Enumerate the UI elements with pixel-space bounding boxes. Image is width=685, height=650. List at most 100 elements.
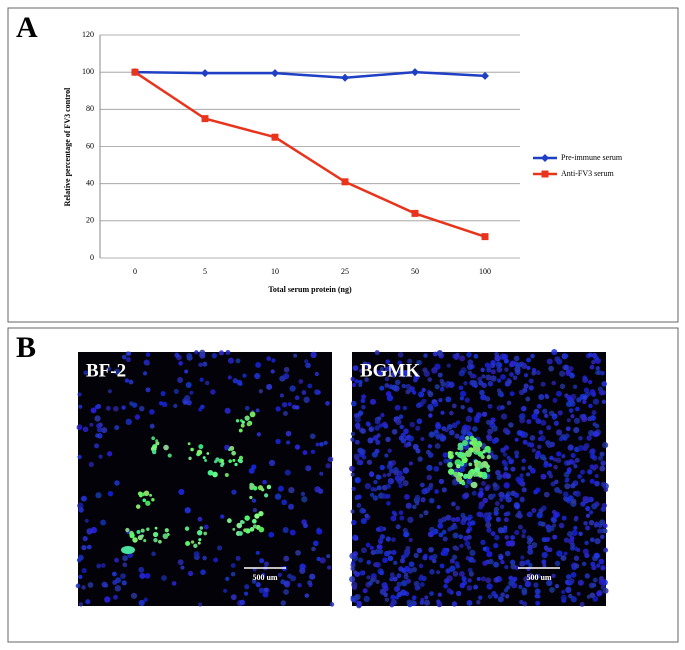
- marker: [341, 73, 349, 82]
- nucleus: [281, 402, 288, 408]
- nucleus: [494, 355, 501, 362]
- nucleus: [361, 404, 366, 410]
- nucleus: [85, 599, 91, 605]
- infected-cell: [264, 493, 269, 498]
- nucleus: [419, 582, 425, 588]
- marker: [201, 115, 209, 123]
- nucleus: [570, 452, 576, 459]
- nucleus: [598, 455, 603, 461]
- nucleus: [94, 443, 100, 449]
- nucleus: [449, 410, 454, 416]
- nucleus: [566, 395, 573, 401]
- nucleus: [76, 557, 82, 563]
- nucleus: [186, 352, 193, 359]
- infected-cell: [457, 442, 464, 449]
- nucleus: [466, 431, 473, 437]
- infected-cell: [456, 464, 461, 469]
- infected-cell: [471, 481, 478, 489]
- nucleus: [384, 453, 389, 458]
- nucleus: [451, 403, 457, 409]
- nucleus: [458, 534, 464, 540]
- nucleus: [197, 602, 203, 607]
- nucleus: [323, 440, 328, 445]
- nucleus: [405, 579, 411, 584]
- nucleus: [403, 442, 409, 448]
- nucleus: [100, 519, 107, 526]
- nucleus: [385, 390, 392, 397]
- nucleus: [350, 509, 355, 514]
- nucleus: [377, 544, 383, 550]
- nucleus: [366, 560, 372, 565]
- nucleus: [356, 600, 362, 607]
- nucleus: [468, 571, 474, 577]
- nucleus: [540, 521, 546, 527]
- nucleus: [400, 589, 407, 596]
- nucleus: [350, 376, 356, 382]
- nucleus: [569, 535, 575, 541]
- infected-cell: [240, 519, 244, 524]
- nucleus: [552, 397, 558, 403]
- nucleus: [561, 454, 566, 459]
- infected-cell: [232, 527, 236, 531]
- nucleus: [77, 502, 84, 509]
- nucleus: [422, 367, 428, 373]
- nucleus: [184, 507, 191, 514]
- infected-cell: [461, 439, 468, 446]
- nucleus: [600, 460, 606, 466]
- nucleus: [151, 551, 156, 557]
- nucleus: [582, 395, 588, 401]
- nucleus: [555, 390, 562, 397]
- nucleus: [451, 479, 459, 486]
- nucleus: [534, 593, 539, 599]
- nucleus: [440, 410, 445, 415]
- nucleus: [520, 496, 525, 501]
- nucleus: [194, 350, 199, 355]
- nucleus: [227, 357, 235, 364]
- nucleus: [600, 481, 606, 487]
- micrograph: BF-2 500 um: [75, 349, 335, 607]
- nucleus: [493, 506, 500, 513]
- nucleus: [224, 407, 231, 414]
- nucleus: [384, 383, 390, 388]
- nucleus: [460, 429, 467, 435]
- infected-cell: [252, 524, 258, 529]
- nucleus: [521, 587, 528, 594]
- marker: [271, 133, 279, 141]
- nucleus: [361, 547, 367, 554]
- nucleus: [578, 531, 583, 537]
- nucleus: [144, 572, 151, 579]
- nucleus: [396, 573, 402, 579]
- nucleus: [184, 394, 191, 402]
- nucleus: [503, 466, 509, 471]
- nucleus: [561, 515, 567, 521]
- nucleus: [499, 497, 504, 502]
- nucleus: [472, 426, 478, 432]
- nucleus: [125, 356, 131, 363]
- nucleus: [354, 439, 360, 445]
- nucleus: [239, 599, 246, 606]
- nucleus: [577, 444, 584, 452]
- infected-cell: [471, 439, 478, 447]
- nucleus: [451, 554, 458, 560]
- nucleus: [487, 380, 493, 386]
- nucleus: [280, 579, 286, 585]
- nucleus: [373, 369, 379, 375]
- scale-bar-label: 500 um: [526, 573, 551, 582]
- nucleus: [510, 563, 517, 570]
- nucleus: [490, 375, 497, 382]
- nucleus: [319, 442, 324, 447]
- nucleus: [559, 370, 566, 377]
- nucleus: [107, 389, 112, 394]
- nucleus: [487, 403, 493, 409]
- nucleus: [478, 504, 484, 510]
- infected-cell: [246, 421, 252, 427]
- nucleus: [535, 418, 542, 424]
- nucleus: [415, 501, 420, 506]
- nucleus: [384, 597, 390, 603]
- nucleus: [548, 463, 553, 468]
- nucleus: [463, 492, 470, 499]
- nucleus: [414, 585, 420, 591]
- nucleus: [467, 514, 473, 520]
- nucleus: [477, 376, 483, 382]
- nucleus: [364, 513, 369, 518]
